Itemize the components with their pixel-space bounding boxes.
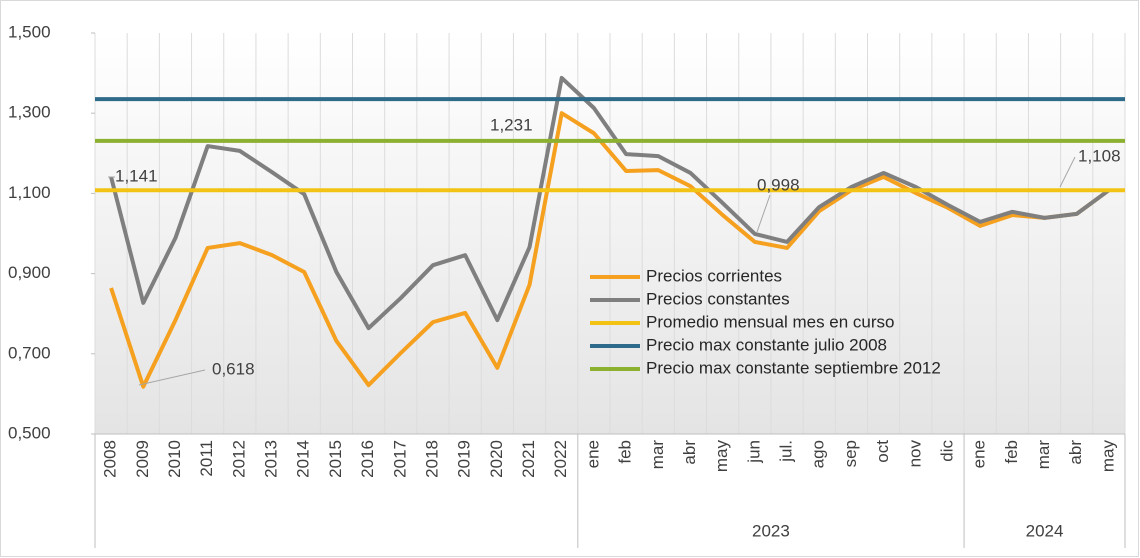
x-tick-label: oct xyxy=(873,440,892,463)
x-tick-label: dic xyxy=(937,440,956,462)
x-tick-label: abr xyxy=(1066,440,1085,465)
y-tick-label: 0,500 xyxy=(8,423,51,442)
x-tick-label: 2010 xyxy=(165,440,184,478)
x-tick-label: 2012 xyxy=(229,440,248,478)
legend-label: Promedio mensual mes en curso xyxy=(646,312,895,331)
legend-label: Precio max constante septiembre 2012 xyxy=(646,358,941,377)
x-tick-label: nov xyxy=(905,440,924,468)
x-tick-label: 2016 xyxy=(358,440,377,478)
x-tick-label: 2022 xyxy=(551,440,570,478)
x-tick-label: may xyxy=(712,440,731,473)
y-tick-label: 0,900 xyxy=(8,263,51,282)
x-tick-label: 2014 xyxy=(294,440,313,478)
x-tick-label: 2019 xyxy=(455,440,474,478)
legend-label: Precios constantes xyxy=(646,289,790,308)
series-line xyxy=(109,111,1111,389)
x-tick-label: 2015 xyxy=(326,440,345,478)
x-tick-label: feb xyxy=(616,440,635,464)
group-label: 2024 xyxy=(1026,521,1064,540)
legend: Precios corrientes Precios constantes Prom… xyxy=(590,266,941,377)
y-tick-label: 1,300 xyxy=(8,103,51,122)
x-tick-label: 2013 xyxy=(262,440,281,478)
x-tick-label: ago xyxy=(809,440,828,468)
x-tick-label: jul. xyxy=(777,440,796,463)
x-tick-label: abr xyxy=(680,440,699,465)
annotation-leader xyxy=(756,194,771,233)
y-tick-label: 1,100 xyxy=(8,183,51,202)
legend-label: Precios corrientes xyxy=(646,266,782,285)
x-tick-label: 2009 xyxy=(133,440,152,478)
x-tick-label: 2021 xyxy=(519,440,538,478)
x-tick-label: mar xyxy=(648,440,667,470)
x-tick-label: ene xyxy=(583,440,602,468)
x-tick-label: jun xyxy=(744,440,763,464)
group-label: 2023 xyxy=(752,521,790,540)
x-tick-label: ene xyxy=(970,440,989,468)
annotation-leader xyxy=(138,369,206,386)
x-tick-label: 2008 xyxy=(101,440,120,478)
x-tick-label: mar xyxy=(1034,440,1053,470)
series-line xyxy=(109,75,1111,331)
x-tick-label: 2011 xyxy=(197,440,216,477)
x-tick-label: sep xyxy=(841,440,860,467)
x-tick-label: 2017 xyxy=(390,440,409,478)
legend-label: Precio max constante julio 2008 xyxy=(646,335,887,354)
annotation: 1,141 xyxy=(115,166,158,185)
annotation-leader xyxy=(1059,156,1076,188)
annotation: 0,618 xyxy=(212,359,255,378)
annotation: 1,231 xyxy=(490,115,533,134)
x-tick-label: feb xyxy=(1002,440,1021,464)
x-tick-label: 2018 xyxy=(422,440,441,478)
y-tick-label: 1,500 xyxy=(8,22,51,41)
x-tick-label: may xyxy=(1098,440,1117,473)
x-tick-label: 2020 xyxy=(487,440,506,478)
annotation: 1,108 xyxy=(1078,146,1121,165)
y-tick-label: 0,700 xyxy=(8,343,51,362)
annotation: 0,998 xyxy=(757,175,800,194)
